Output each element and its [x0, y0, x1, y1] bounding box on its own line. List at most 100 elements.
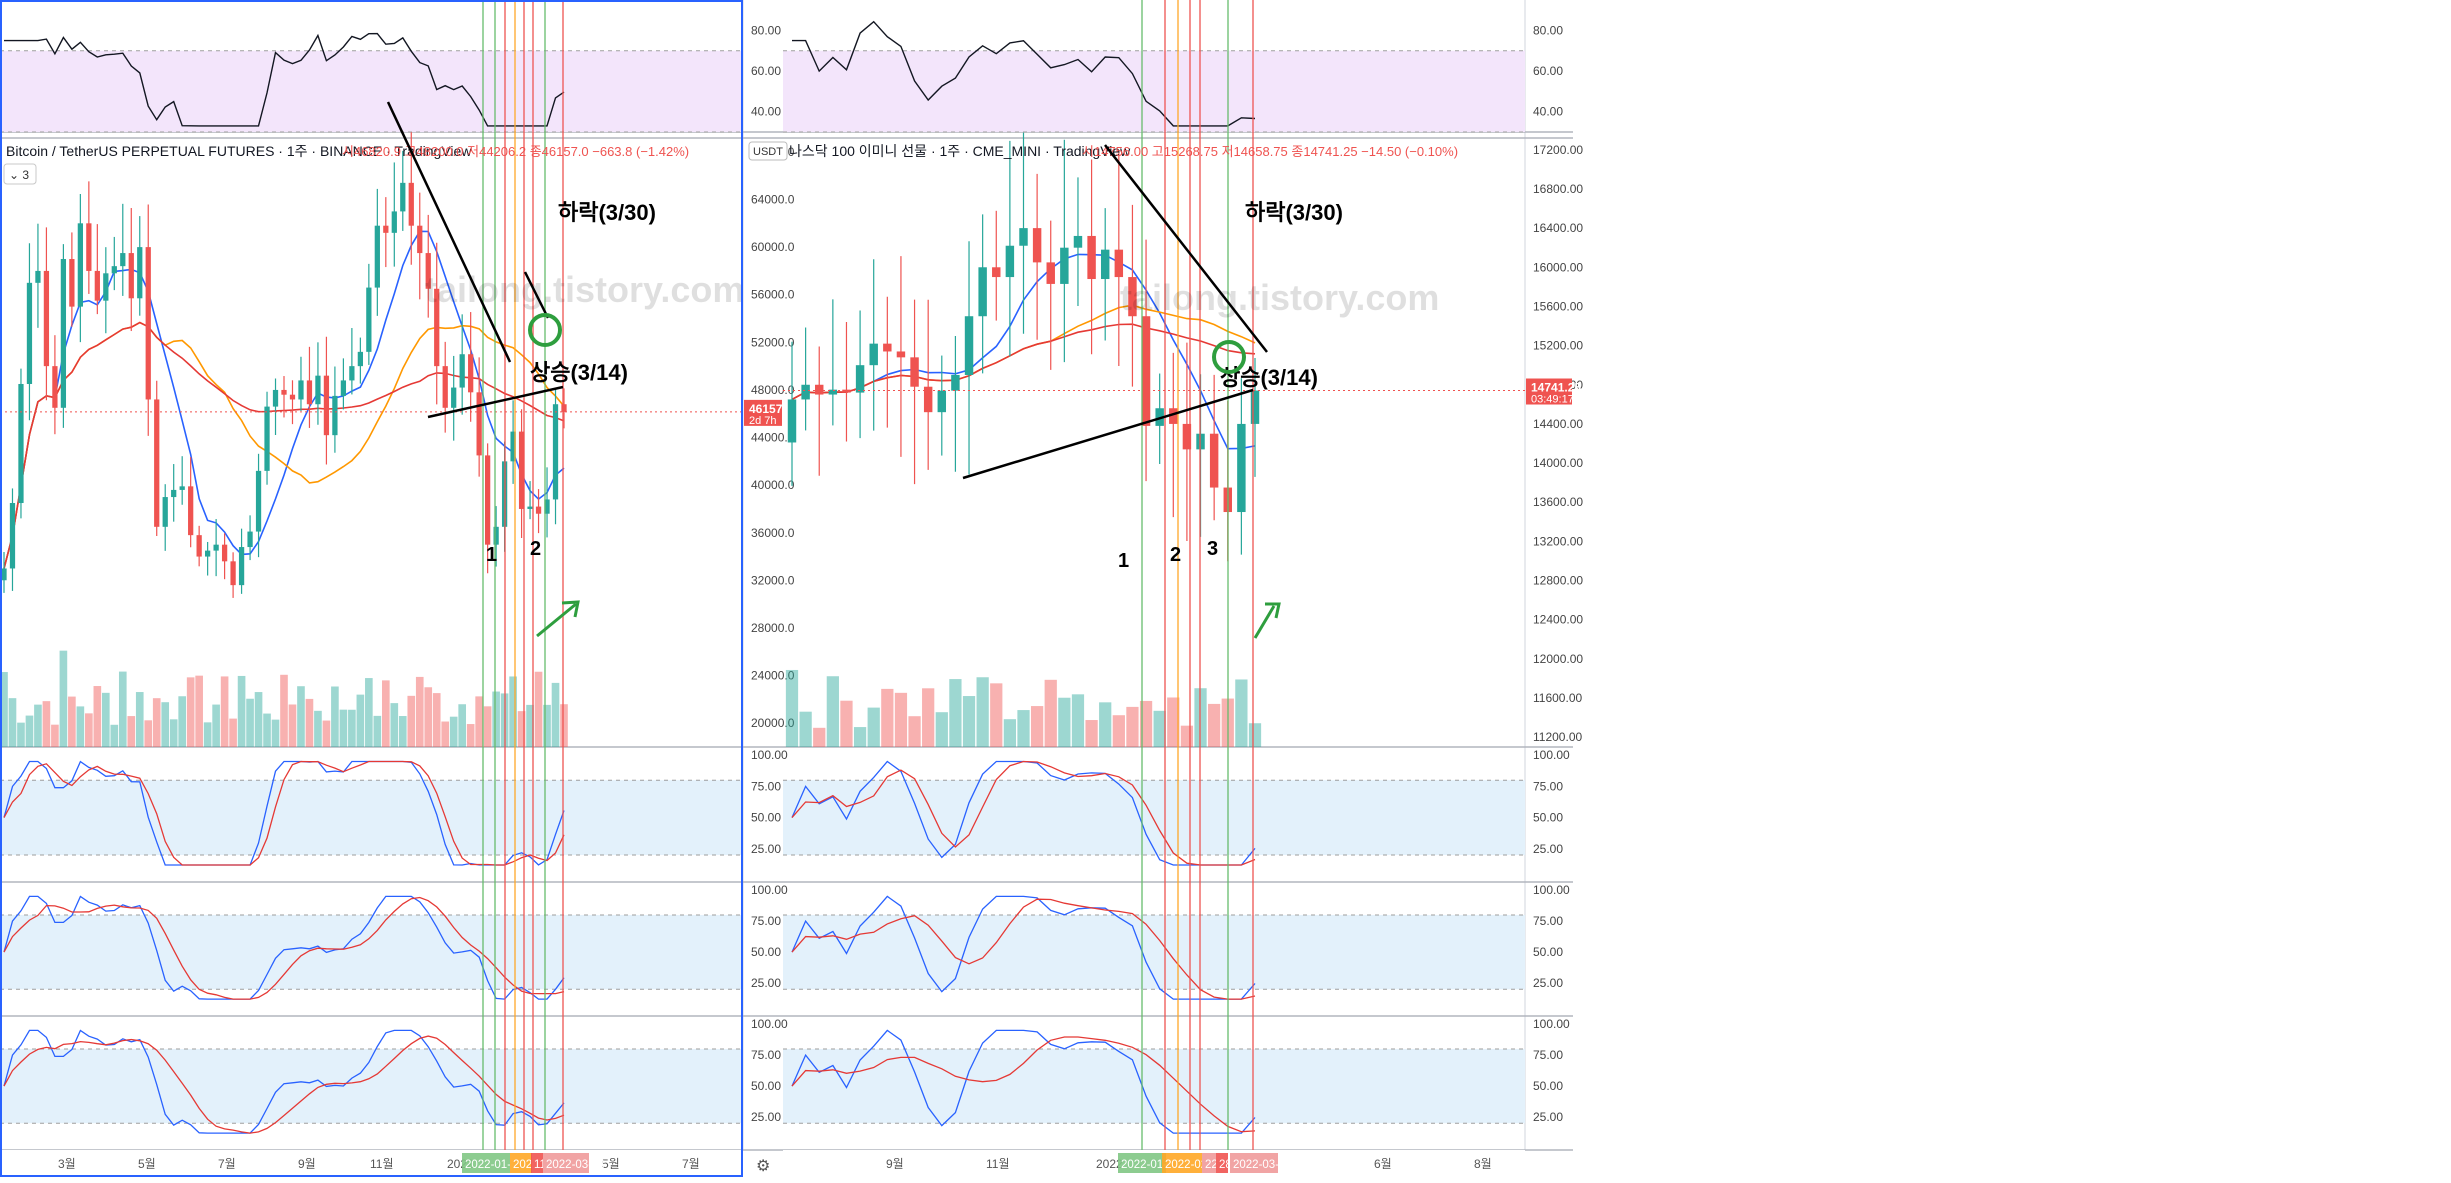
volume-bar: [0, 672, 8, 747]
volume-bar: [1248, 723, 1262, 747]
date-label-bg: [510, 1153, 532, 1173]
candle: [869, 343, 878, 366]
volume-bar: [144, 720, 153, 747]
stoch-tick-label: 25.00: [751, 1110, 781, 1124]
candle: [137, 247, 143, 299]
candle: [111, 266, 117, 274]
candle: [442, 366, 448, 408]
volume-bar: [483, 706, 492, 747]
volume-bar: [1167, 697, 1180, 747]
candle: [357, 351, 363, 367]
candle: [828, 389, 838, 395]
volume-bar: [237, 675, 246, 747]
candle: [120, 253, 126, 267]
price-tick-label: 16000.00: [1533, 260, 1583, 274]
date-label-bg: [543, 1153, 589, 1173]
date-label: 28: [1219, 1159, 1232, 1171]
candle: [230, 561, 236, 586]
candle: [298, 380, 304, 400]
stoch-tick-label: 25.00: [751, 842, 781, 856]
volume-bar: [1003, 719, 1017, 747]
candle: [787, 399, 797, 443]
date-label: 22: [1205, 1159, 1218, 1171]
price-tick-label: 16800.00: [1533, 182, 1583, 196]
volume-bar: [118, 671, 127, 747]
candle: [400, 182, 406, 212]
volume-bar: [534, 671, 543, 747]
stoch-cross-label: 1: [486, 544, 497, 566]
volume-bar: [949, 679, 962, 747]
currency-button[interactable]: [748, 141, 788, 161]
time-tick-label: 7월: [682, 1157, 700, 1171]
volume-bar: [398, 716, 407, 747]
candle: [26, 282, 33, 384]
candle: [1141, 316, 1151, 426]
candle: [171, 489, 177, 498]
price-tick-label: 40000.0: [751, 478, 795, 492]
volume-bar: [415, 676, 424, 747]
rsi-band: [0, 50, 743, 133]
candle: [855, 365, 865, 393]
volume-bar: [1235, 679, 1248, 747]
candle: [1060, 247, 1069, 284]
volume-bar: [373, 715, 382, 747]
candle: [937, 390, 947, 413]
time-tick-label: 5월: [602, 1157, 620, 1171]
candle: [103, 273, 109, 301]
volume-bar: [881, 688, 894, 747]
stoch-k-line: [3, 760, 565, 866]
candle: [221, 544, 228, 562]
stoch-tick-label: 50.00: [751, 1079, 781, 1093]
time-axis: [0, 1150, 743, 1178]
volume-bar: [867, 707, 880, 747]
rsi-tick-label: 80.00: [751, 23, 781, 37]
stoch-tick-label: 100.00: [1533, 748, 1570, 762]
indicator-toggle[interactable]: [3, 163, 37, 185]
stoch-tick-label: 75.00: [751, 779, 781, 793]
rsi-band: [783, 50, 1525, 133]
candle: [535, 506, 542, 514]
volume-bar: [466, 724, 475, 747]
volume-bar: [441, 721, 450, 747]
volume-bar: [935, 712, 948, 747]
date-label: 11: [534, 1159, 546, 1171]
candle: [272, 389, 279, 407]
candle: [910, 357, 919, 387]
candle: [289, 394, 296, 400]
date-label-bg: [1118, 1153, 1166, 1173]
gear-icon[interactable]: ⚙: [756, 1158, 770, 1175]
volume-bar: [42, 701, 51, 747]
candle: [255, 470, 262, 532]
price-tick-label: 12400.00: [1533, 613, 1583, 627]
time-tick-label: 2022: [1096, 1157, 1123, 1171]
price-axis: [743, 0, 783, 1178]
volume-bar: [1017, 710, 1030, 747]
volume-bar: [560, 704, 568, 747]
volume-bar: [356, 694, 365, 747]
candle: [349, 366, 355, 381]
volume-bar: [85, 713, 93, 747]
time-tick-label: 6월: [1374, 1157, 1392, 1171]
time-tick-label: 5월: [138, 1157, 156, 1171]
price-tick-label: 24000.0: [751, 669, 795, 683]
stoch-tick-label: 75.00: [1533, 914, 1563, 928]
stoch-tick-label: 75.00: [1533, 779, 1563, 793]
candle: [1169, 408, 1178, 424]
last-price-tag: [744, 399, 782, 426]
price-tick-label: 14400.00: [1533, 417, 1583, 431]
active-panel-frame: [0, 0, 743, 1177]
candle: [383, 225, 389, 233]
candle: [485, 455, 491, 545]
candle: [264, 406, 270, 471]
volume-bar: [1112, 715, 1125, 747]
stoch-tick-label: 50.00: [751, 945, 781, 959]
stoch-tick-label: 100.00: [751, 883, 788, 897]
volume-bar: [922, 688, 935, 747]
volume-bar: [34, 704, 42, 747]
volume-bar: [212, 704, 220, 747]
volume-bar: [127, 716, 136, 747]
price-tick-label: 44000.0: [751, 431, 795, 445]
candle: [1019, 228, 1028, 246]
